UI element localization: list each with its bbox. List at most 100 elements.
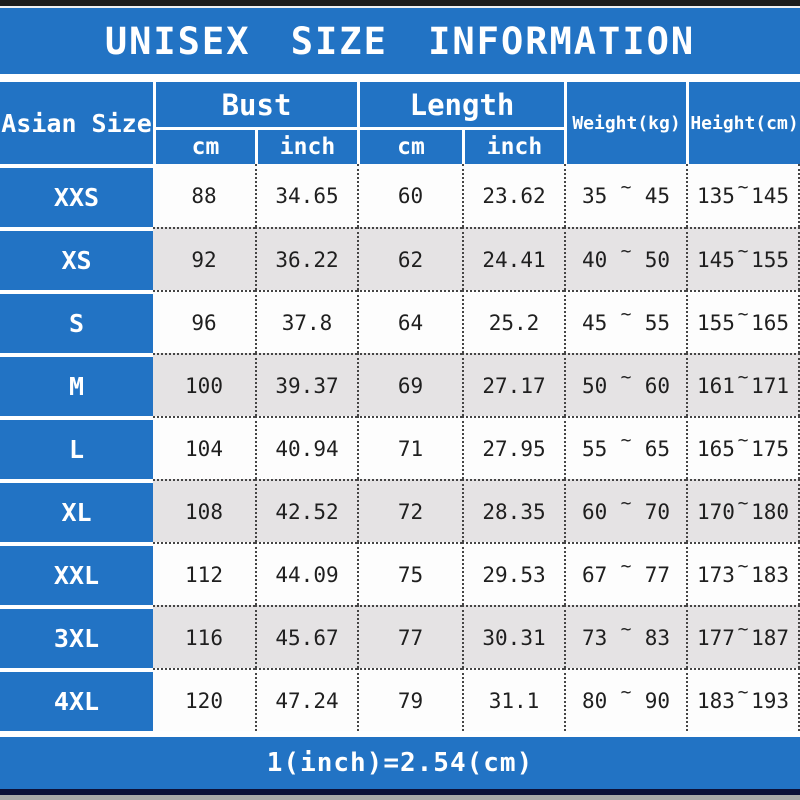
table-row: M 100 39.37 69 27.17 50 ~ 60 161 ~ 171 <box>0 353 800 416</box>
bust-cm-value: 92 <box>153 227 255 290</box>
length-inch-value: 27.95 <box>462 416 564 479</box>
table-row: 4XL 120 47.24 79 31.1 80 ~ 90 183 ~ 193 <box>0 668 800 731</box>
table-row: XXL 112 44.09 75 29.53 67 ~ 77 173 ~ 183 <box>0 542 800 605</box>
bust-cm-value: 100 <box>153 353 255 416</box>
bust-inch-value: 47.24 <box>255 668 357 731</box>
page-title: UNISEX SIZE INFORMATION <box>0 8 800 74</box>
weight-range: 80 ~ 90 <box>564 668 686 731</box>
height-range: 145 ~ 155 <box>686 227 800 290</box>
header-bust: Bust <box>153 82 357 127</box>
weight-range: 45 ~ 55 <box>564 290 686 353</box>
length-inch-value: 24.41 <box>462 227 564 290</box>
length-inch-value: 29.53 <box>462 542 564 605</box>
height-max: 187 <box>751 625 789 650</box>
tilde-glyph: ~ <box>620 682 632 703</box>
bust-inch-value: 42.52 <box>255 479 357 542</box>
length-inch-value: 28.35 <box>462 479 564 542</box>
length-cm-value: 72 <box>357 479 462 542</box>
height-max: 145 <box>751 183 789 208</box>
length-cm-value: 64 <box>357 290 462 353</box>
length-inch-value: 30.31 <box>462 605 564 668</box>
bust-inch-value: 44.09 <box>255 542 357 605</box>
table-row: XXS 88 34.65 60 23.62 35 ~ 45 135 ~ 145 <box>0 164 800 227</box>
tilde-glyph: ~ <box>737 682 749 703</box>
bust-cm-value: 120 <box>153 668 255 731</box>
tilde-glyph: ~ <box>620 241 632 262</box>
table-row: L 104 40.94 71 27.95 55 ~ 65 165 ~ 175 <box>0 416 800 479</box>
tilde-glyph: ~ <box>737 493 749 514</box>
height-min: 183 <box>697 688 735 713</box>
tilde-glyph: ~ <box>737 241 749 262</box>
bust-cm-value: 108 <box>153 479 255 542</box>
size-label: M <box>0 353 153 416</box>
weight-range: 60 ~ 70 <box>564 479 686 542</box>
weight-min: 40 <box>582 247 608 272</box>
header-weight: Weight(kg) <box>564 82 686 164</box>
length-inch-value: 23.62 <box>462 164 564 227</box>
weight-range: 73 ~ 83 <box>564 605 686 668</box>
tilde-glyph: ~ <box>737 177 749 198</box>
height-range: 170 ~ 180 <box>686 479 800 542</box>
header-bust-inch: inch <box>255 127 357 164</box>
height-range: 165 ~ 175 <box>686 416 800 479</box>
height-range: 155 ~ 165 <box>686 290 800 353</box>
bust-cm-value: 96 <box>153 290 255 353</box>
weight-range: 40 ~ 50 <box>564 227 686 290</box>
tilde-glyph: ~ <box>737 619 749 640</box>
table-row: 3XL 116 45.67 77 30.31 73 ~ 83 177 ~ 187 <box>0 605 800 668</box>
bust-inch-value: 39.37 <box>255 353 357 416</box>
weight-max: 45 <box>644 183 670 208</box>
length-cm-value: 77 <box>357 605 462 668</box>
tilde-glyph: ~ <box>620 367 632 388</box>
size-label: XXS <box>0 164 153 227</box>
weight-min: 80 <box>582 688 608 713</box>
size-label: S <box>0 290 153 353</box>
tilde-glyph: ~ <box>620 304 632 325</box>
weight-max: 83 <box>644 625 670 650</box>
length-inch-value: 31.1 <box>462 668 564 731</box>
header-height: Height(cm) <box>686 82 800 164</box>
header-bust-cm: cm <box>153 127 255 164</box>
height-max: 193 <box>751 688 789 713</box>
length-cm-value: 79 <box>357 668 462 731</box>
height-min: 135 <box>697 183 735 208</box>
tilde-glyph: ~ <box>620 619 632 640</box>
height-max: 155 <box>751 247 789 272</box>
height-range: 161 ~ 171 <box>686 353 800 416</box>
tilde-glyph: ~ <box>620 556 632 577</box>
header-asian-size: Asian Size <box>0 82 153 164</box>
height-range: 183 ~ 193 <box>686 668 800 731</box>
weight-max: 77 <box>644 562 670 587</box>
header-length: Length <box>357 82 564 127</box>
height-max: 183 <box>751 562 789 587</box>
conversion-note: 1(inch)=2.54(cm) <box>0 737 800 789</box>
tilde-glyph: ~ <box>737 304 749 325</box>
weight-range: 35 ~ 45 <box>564 164 686 227</box>
footer-divider <box>0 731 800 737</box>
height-range: 177 ~ 187 <box>686 605 800 668</box>
weight-range: 50 ~ 60 <box>564 353 686 416</box>
table-header: Asian Size Bust Length Weight(kg) Height… <box>0 82 800 164</box>
height-min: 155 <box>697 310 735 335</box>
height-min: 145 <box>697 247 735 272</box>
height-max: 171 <box>751 373 789 398</box>
table-row: S 96 37.8 64 25.2 45 ~ 55 155 ~ 165 <box>0 290 800 353</box>
weight-range: 55 ~ 65 <box>564 416 686 479</box>
tilde-glyph: ~ <box>737 367 749 388</box>
weight-max: 70 <box>644 499 670 524</box>
length-cm-value: 60 <box>357 164 462 227</box>
table-row: XS 92 36.22 62 24.41 40 ~ 50 145 ~ 155 <box>0 227 800 290</box>
top-divider <box>0 6 800 8</box>
bust-inch-value: 37.8 <box>255 290 357 353</box>
weight-max: 60 <box>644 373 670 398</box>
height-min: 165 <box>697 436 735 461</box>
title-divider <box>0 74 800 82</box>
size-label: L <box>0 416 153 479</box>
bust-inch-value: 45.67 <box>255 605 357 668</box>
length-inch-value: 27.17 <box>462 353 564 416</box>
height-min: 161 <box>697 373 735 398</box>
bust-cm-value: 88 <box>153 164 255 227</box>
size-label: 3XL <box>0 605 153 668</box>
bust-cm-value: 104 <box>153 416 255 479</box>
